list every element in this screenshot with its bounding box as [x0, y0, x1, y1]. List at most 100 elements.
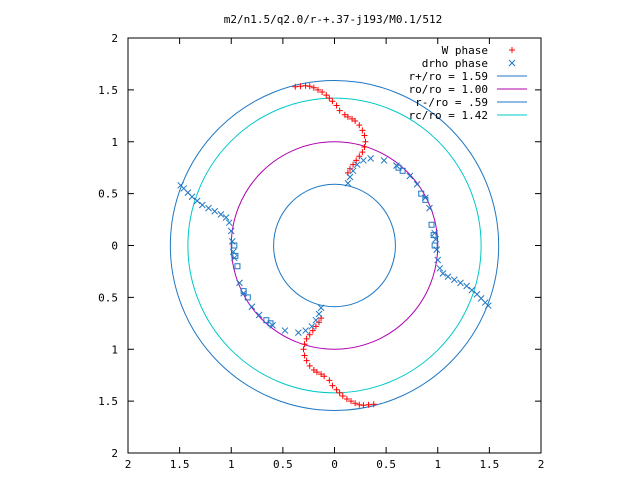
drho-phase-point — [225, 219, 233, 227]
y-tick-label: 1 — [111, 343, 118, 356]
y-tick-label: 2 — [111, 447, 118, 460]
w-phase-point — [310, 84, 317, 91]
drho-phase-point — [360, 157, 367, 164]
w-phase-point — [365, 401, 372, 408]
drho-phase-point — [380, 157, 388, 164]
w-phase-point — [310, 367, 317, 373]
drho-phase-point — [413, 180, 421, 188]
w-phase-point — [297, 83, 304, 90]
w-phase-point — [306, 83, 313, 90]
w-phase-point — [361, 132, 368, 139]
x-tick-label: 1.5 — [170, 458, 190, 471]
drho-phase-point — [308, 323, 316, 330]
w-phase-point — [359, 127, 366, 134]
series-2-point — [428, 221, 435, 228]
w-phase-point — [336, 389, 343, 396]
w-phase-point — [303, 335, 310, 342]
w-phase-point — [361, 143, 368, 150]
drho-phase-point — [188, 193, 196, 201]
w-phase-point — [316, 319, 323, 326]
w-phase-point — [344, 113, 351, 120]
phase-points — [177, 82, 492, 409]
drho-phase-point — [439, 270, 447, 277]
drho-phase-point — [312, 316, 320, 324]
w-phase-point — [333, 102, 340, 109]
drho-phase-point — [211, 207, 219, 215]
w-phase-point — [313, 369, 320, 376]
y-tick-label: 0.5 — [98, 188, 118, 201]
w-phase-point — [350, 161, 357, 168]
circle-r-1-42 — [187, 97, 482, 394]
w-phase-point — [352, 400, 359, 407]
drho-phase-point — [198, 201, 206, 209]
series-2-point — [422, 196, 429, 203]
w-phase-point — [303, 357, 310, 364]
w-phase-point — [314, 86, 321, 93]
y-tick-label: 2 — [111, 32, 118, 45]
w-phase-point — [321, 373, 328, 380]
drho-phase-point — [434, 256, 442, 264]
drho-phase-point — [436, 264, 444, 272]
series-2-point — [231, 242, 238, 249]
y-tick-label: 1.5 — [98, 84, 118, 97]
y-axis-ticks: 2 1.5 1 0.5 0 0.5 1 1.5 2 — [98, 32, 541, 460]
drho-phase-point — [315, 310, 323, 318]
drho-phase-point — [227, 227, 235, 235]
legend-label: ro/ro = 1.00 — [409, 83, 488, 96]
series-2-point — [240, 288, 247, 295]
drho-phase-point — [255, 311, 263, 319]
w-phase-point — [349, 115, 356, 122]
w-phase-point — [309, 327, 316, 334]
x-tick-label: 0 — [331, 458, 338, 471]
circle-r-1 — [230, 141, 439, 350]
w-phase-point — [352, 118, 359, 124]
drho-phase-point — [344, 179, 352, 187]
x-axis-ticks: 2 1.5 1 0.5 0 0.5 1 1.5 2 — [125, 38, 544, 471]
w-phase-point — [346, 165, 353, 172]
w-phase-point — [341, 111, 348, 118]
w-phase-point — [348, 398, 355, 405]
drho-phase-point — [281, 327, 289, 334]
w-phase-point — [306, 362, 313, 369]
w-phase-point — [306, 331, 313, 338]
drho-phase-point — [426, 204, 433, 212]
drho-phase-point — [295, 329, 302, 337]
drho-phase-point — [353, 161, 361, 168]
w-phase-point — [353, 157, 360, 164]
w-phase-point — [360, 402, 367, 409]
drho-phase-point — [317, 304, 325, 312]
x-tick-label: 0.5 — [273, 458, 293, 471]
legend-label: drho phase — [422, 57, 488, 70]
series-2-point — [395, 164, 402, 171]
series-2-point — [234, 263, 241, 270]
w-phase-point — [362, 138, 369, 145]
w-phase-point — [301, 352, 308, 359]
w-phase-point — [333, 386, 340, 393]
series-2-point — [399, 167, 406, 174]
w-phase-point — [370, 401, 377, 408]
drho-phase-point — [302, 327, 309, 334]
w-phase-point — [329, 98, 336, 105]
w-phase-point — [318, 371, 325, 378]
y-tick-label: 0.5 — [98, 291, 118, 304]
drho-phase-point — [205, 204, 212, 212]
drho-phase-point — [346, 173, 354, 181]
y-tick-label: 1.5 — [98, 395, 118, 408]
drho-phase-point — [236, 279, 243, 287]
y-tick-label: 0 — [111, 240, 118, 253]
series-2-point — [418, 190, 425, 197]
w-phase-point — [302, 82, 309, 89]
w-phase-point — [301, 341, 308, 348]
w-phase-point — [326, 377, 333, 384]
w-phase-point — [312, 323, 319, 330]
drho-phase-point — [193, 197, 201, 205]
circle-r-1-59 — [169, 80, 500, 411]
w-phase-point — [292, 83, 299, 90]
w-phase-point — [329, 382, 336, 389]
series-2-point — [430, 232, 437, 239]
x-tick-label: 0.5 — [376, 458, 396, 471]
series-2-point — [431, 242, 438, 249]
drho-phase-point — [222, 214, 230, 221]
w-phase-point — [339, 392, 346, 399]
